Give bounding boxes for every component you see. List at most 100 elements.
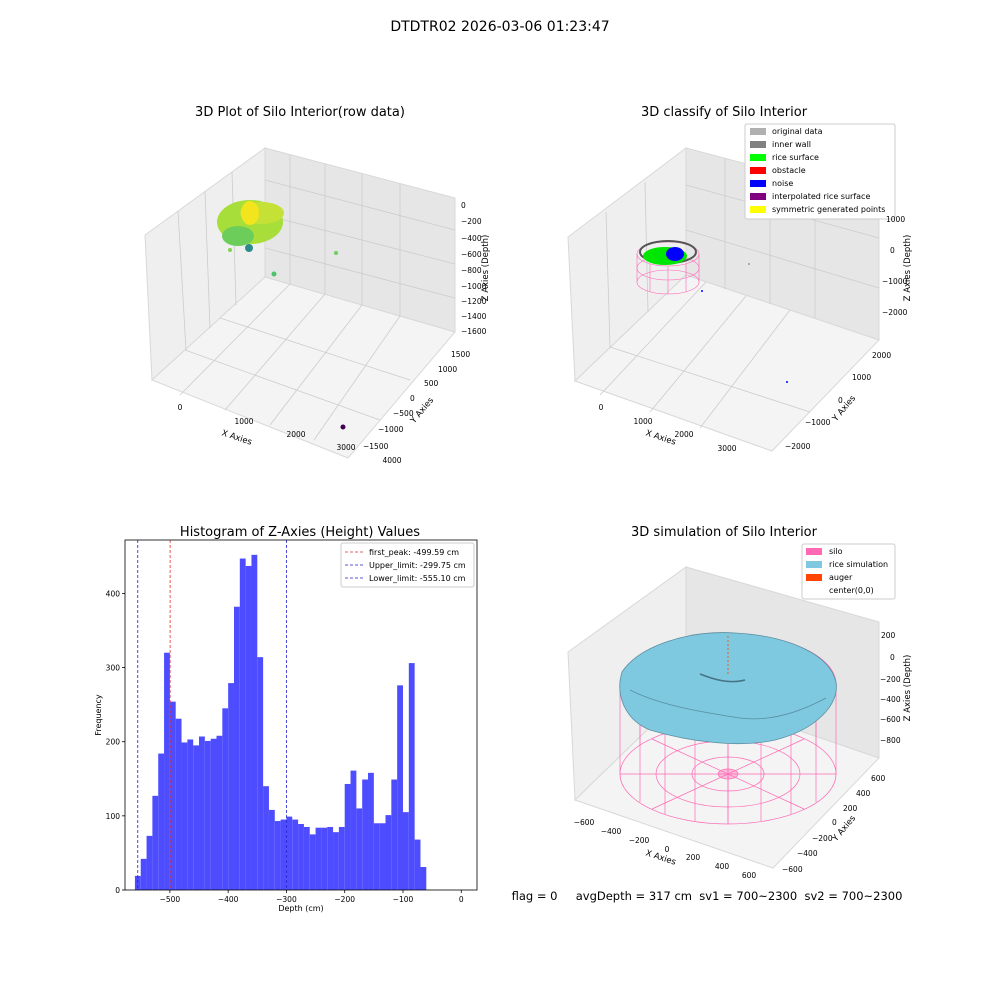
svg-text:1000: 1000 xyxy=(633,417,652,426)
panel-raw-data: 3D Plot of Silo Interior(row data) 0 −20… xyxy=(144,105,491,465)
svg-text:Lower_limit: -555.10 cm: Lower_limit: -555.10 cm xyxy=(369,574,466,583)
svg-text:−600: −600 xyxy=(880,715,901,724)
hist-bar xyxy=(402,812,409,890)
x-axis-label: X Axies xyxy=(220,428,253,447)
svg-text:−200: −200 xyxy=(880,675,901,684)
svg-text:−600: −600 xyxy=(574,818,595,827)
cloud-point xyxy=(228,248,232,252)
hist-bar xyxy=(420,867,427,890)
svg-text:−200: −200 xyxy=(812,834,833,843)
svg-text:original data: original data xyxy=(772,127,823,136)
svg-text:−2000: −2000 xyxy=(882,308,908,317)
legend-box xyxy=(801,543,896,600)
hist-bar xyxy=(199,736,205,890)
svg-text:−1000: −1000 xyxy=(882,277,908,286)
z-axis-label: Z Axies (Depth) xyxy=(903,235,913,302)
hist-x-ticks: −500 −400 −300 −200 −100 0 xyxy=(160,890,464,904)
cloud-point xyxy=(275,223,281,229)
hist-x-tick-label: −100 xyxy=(393,895,414,904)
svg-text:3000: 3000 xyxy=(717,444,736,453)
svg-text:−800: −800 xyxy=(461,266,482,275)
panel-raw-title: 3D Plot of Silo Interior(row data) xyxy=(195,105,405,120)
svg-text:1000: 1000 xyxy=(234,417,253,426)
x-ticks: −600 −400 −200 0 200 400 600 xyxy=(574,818,757,880)
svg-text:−400: −400 xyxy=(797,849,818,858)
legend-box xyxy=(744,123,896,220)
hist-bar xyxy=(222,708,229,890)
status-line: flag = 0 avgDepth = 317 cm sv1 = 700~230… xyxy=(512,889,903,903)
hist-bar xyxy=(239,558,246,890)
classify-legend: original data inner wall rice surface ob… xyxy=(744,123,896,220)
hist-bar xyxy=(309,834,316,890)
hist-title: Histogram of Z-Axies (Height) Values xyxy=(180,525,420,540)
svg-text:−1600: −1600 xyxy=(461,327,487,336)
svg-text:−200: −200 xyxy=(461,217,482,226)
noise-point xyxy=(701,290,703,292)
hist-bar xyxy=(164,652,170,890)
hist-bar xyxy=(216,735,223,890)
y-ticks: 1500 1000 500 0 −500 −1000 −1500 xyxy=(363,350,470,451)
outlier-point xyxy=(271,271,277,277)
svg-text:−1000: −1000 xyxy=(378,425,404,434)
svg-text:silo: silo xyxy=(829,547,843,556)
legend-box xyxy=(340,542,475,588)
svg-text:0: 0 xyxy=(410,394,415,403)
svg-text:4000: 4000 xyxy=(382,456,401,465)
hist-y-tick-label: 200 xyxy=(106,738,121,747)
cloud-lower xyxy=(222,226,254,246)
svg-text:−1200: −1200 xyxy=(461,297,487,306)
hist-y-tick-label: 300 xyxy=(106,664,121,673)
hist-bar xyxy=(251,554,258,890)
noise-point xyxy=(748,263,750,265)
noise-points xyxy=(666,247,684,261)
svg-text:obstacle: obstacle xyxy=(772,166,806,175)
svg-text:−500: −500 xyxy=(393,409,414,418)
hist-bar xyxy=(333,832,339,890)
svg-text:0: 0 xyxy=(832,818,837,827)
hist-bar xyxy=(368,772,374,890)
hist-bar xyxy=(385,815,392,890)
z-ticks: 1000 0 −1000 −2000 xyxy=(882,215,908,317)
hist-bar xyxy=(245,565,252,890)
svg-text:3000: 3000 xyxy=(336,443,355,452)
hist-bar xyxy=(280,819,287,890)
hist-y-tick-label: 100 xyxy=(106,812,121,821)
hist-legend: first_peak: -499.59 cm Upper_limit: -299… xyxy=(340,542,475,588)
svg-text:−1000: −1000 xyxy=(461,282,487,291)
svg-text:inner wall: inner wall xyxy=(772,140,811,149)
hist-bar xyxy=(356,808,363,890)
svg-text:−200: −200 xyxy=(629,836,650,845)
svg-text:600: 600 xyxy=(742,871,757,880)
point-cloud xyxy=(217,200,346,430)
svg-text:symmetric generated points: symmetric generated points xyxy=(772,205,885,214)
outlier-point xyxy=(340,424,346,430)
outlier-point xyxy=(334,251,338,255)
svg-text:200: 200 xyxy=(881,631,896,640)
hist-bar xyxy=(303,826,310,890)
svg-text:2000: 2000 xyxy=(872,351,891,360)
y-ticks: 600 400 200 0 −200 −400 −600 xyxy=(782,774,886,874)
hist-bar xyxy=(408,663,415,890)
svg-text:−800: −800 xyxy=(880,736,901,745)
hist-x-tick-label: −400 xyxy=(218,895,239,904)
panel-simulation: 3D simulation of Silo Interior silo rice… xyxy=(567,525,913,880)
hist-bar xyxy=(344,783,351,890)
svg-text:400: 400 xyxy=(715,862,730,871)
svg-text:interpolated rice surface: interpolated rice surface xyxy=(772,192,870,201)
pane-floor xyxy=(574,274,880,452)
svg-text:2000: 2000 xyxy=(286,430,305,439)
svg-text:−1400: −1400 xyxy=(461,312,487,321)
x-ticks: 0 1000 2000 3000 4000 xyxy=(178,403,402,465)
hist-bar xyxy=(286,816,293,890)
svg-text:−1500: −1500 xyxy=(363,442,389,451)
noise-point xyxy=(786,381,788,383)
x-axis-label: X Axies xyxy=(644,428,677,447)
hist-bar xyxy=(268,809,275,890)
hist-x-label: Depth (cm) xyxy=(278,904,323,913)
hist-bar xyxy=(379,823,386,890)
hist-y-tick-label: 0 xyxy=(115,886,120,895)
hist-bar xyxy=(175,718,182,890)
hist-bar xyxy=(263,786,269,890)
svg-text:600: 600 xyxy=(871,774,886,783)
svg-text:−400: −400 xyxy=(601,827,622,836)
